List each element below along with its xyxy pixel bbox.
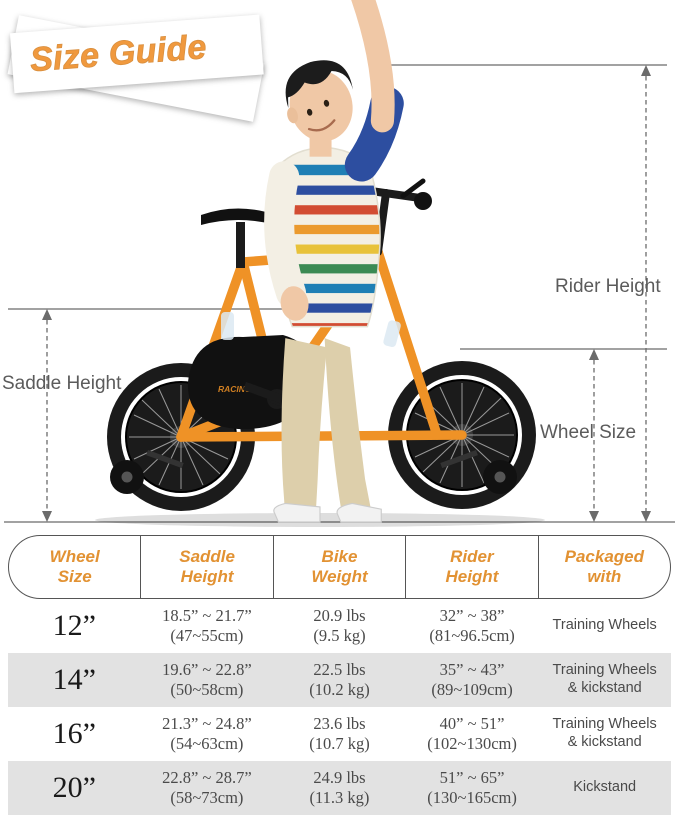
svg-text:Rider Height: Rider Height: [555, 276, 661, 297]
svg-text:Saddle Height: Saddle Height: [2, 373, 122, 394]
svg-text:Wheel Size: Wheel Size: [540, 422, 636, 443]
